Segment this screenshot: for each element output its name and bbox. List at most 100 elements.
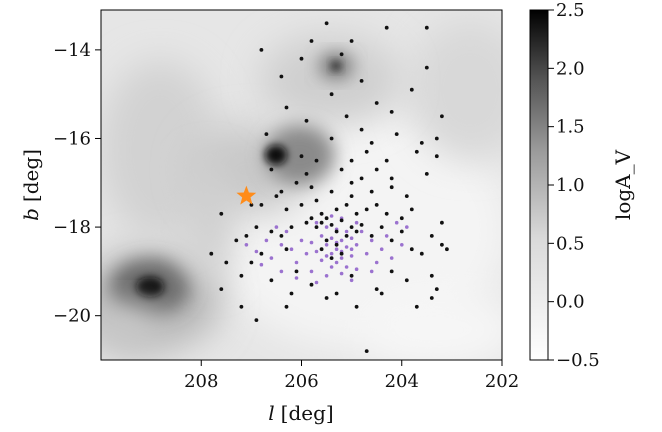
purple-point	[259, 262, 264, 267]
purple-point	[294, 276, 299, 280]
colorbar	[529, 9, 549, 361]
black-point	[334, 229, 339, 234]
x-tick-label: 202	[485, 371, 519, 392]
black-point	[424, 25, 429, 30]
black-point	[339, 218, 344, 223]
black-point	[409, 87, 414, 92]
purple-point	[294, 260, 299, 265]
purple-point	[384, 234, 389, 238]
purple-point	[339, 271, 344, 276]
black-point	[274, 194, 279, 199]
black-point	[304, 220, 309, 225]
purple-point	[314, 220, 319, 225]
black-point	[344, 203, 349, 207]
black-point	[254, 225, 259, 230]
purple-point	[324, 254, 329, 258]
black-point	[404, 194, 409, 199]
black-point	[319, 220, 324, 225]
black-point	[269, 229, 274, 234]
black-point	[339, 167, 344, 172]
purple-point	[319, 258, 324, 263]
purple-point	[379, 247, 384, 251]
purple-point	[400, 243, 404, 247]
black-point	[434, 154, 439, 159]
black-point	[354, 229, 359, 234]
black-point	[429, 273, 434, 278]
black-point	[374, 101, 379, 105]
y-axis-label: b [deg]	[19, 149, 43, 221]
colorbar-tick-label: 1.5	[556, 117, 585, 138]
purple-point	[339, 256, 344, 260]
black-point	[314, 158, 319, 163]
black-point	[334, 207, 339, 212]
black-point	[309, 39, 314, 43]
y-tick-label: −16	[53, 128, 91, 149]
purple-point	[329, 251, 334, 256]
black-point	[234, 238, 239, 243]
black-point	[349, 180, 354, 185]
y-axis-unit: [deg]	[19, 149, 43, 202]
black-point	[379, 291, 384, 296]
purple-point	[309, 240, 314, 245]
black-point	[399, 216, 404, 221]
black-point	[445, 247, 449, 252]
purple-point	[279, 269, 284, 274]
y-tick-label: −20	[53, 306, 91, 327]
black-point	[219, 287, 224, 291]
purple-point	[369, 269, 374, 274]
black-point	[299, 154, 304, 159]
purple-point	[344, 229, 349, 234]
purple-point	[279, 243, 284, 247]
x-axis-label: l [deg]	[268, 401, 333, 425]
purple-point	[329, 265, 334, 269]
colorbar-tick-label: 2.5	[556, 0, 585, 21]
black-point	[364, 149, 369, 154]
black-point	[329, 92, 334, 97]
purple-point	[274, 225, 279, 229]
black-point	[284, 247, 289, 252]
black-point	[384, 211, 389, 216]
purple-point	[329, 236, 334, 240]
black-point	[349, 39, 354, 43]
x-tick-label: 208	[184, 371, 218, 392]
black-point	[249, 260, 254, 265]
black-point	[319, 247, 324, 252]
black-point	[344, 234, 349, 238]
black-point	[254, 318, 259, 322]
black-point	[269, 167, 274, 172]
purple-point	[244, 243, 249, 247]
x-axis-ticks: 208 206 204 202	[184, 360, 519, 392]
purple-point	[299, 238, 304, 243]
purple-point	[254, 249, 259, 254]
purple-point	[349, 236, 354, 240]
black-point	[369, 234, 374, 238]
black-point	[359, 79, 364, 83]
black-point	[424, 172, 429, 176]
purple-point	[329, 214, 334, 218]
black-point	[384, 25, 389, 30]
x-tick-label: 206	[284, 371, 318, 392]
black-point	[289, 225, 294, 230]
x-tick-label: 204	[385, 371, 419, 392]
black-point	[349, 273, 354, 278]
black-point	[309, 216, 314, 221]
purple-point	[264, 238, 269, 243]
black-point	[289, 291, 294, 296]
black-point	[209, 251, 214, 256]
colorbar-tick-label: 0.5	[556, 233, 585, 254]
black-point	[294, 269, 299, 274]
colorbar-ticks: 2.5 2.0 1.5 1.0 0.5 0.0 −0.5	[548, 0, 600, 371]
black-point	[299, 56, 304, 61]
y-tick-label: −14	[53, 40, 91, 61]
black-point	[414, 149, 419, 154]
black-point	[359, 127, 364, 132]
black-point	[440, 220, 444, 225]
black-point	[344, 114, 349, 119]
black-point	[389, 110, 394, 114]
black-point	[284, 105, 289, 110]
purple-point	[394, 220, 399, 225]
purple-point	[319, 234, 324, 238]
black-point	[304, 172, 309, 176]
purple-point	[284, 229, 289, 234]
